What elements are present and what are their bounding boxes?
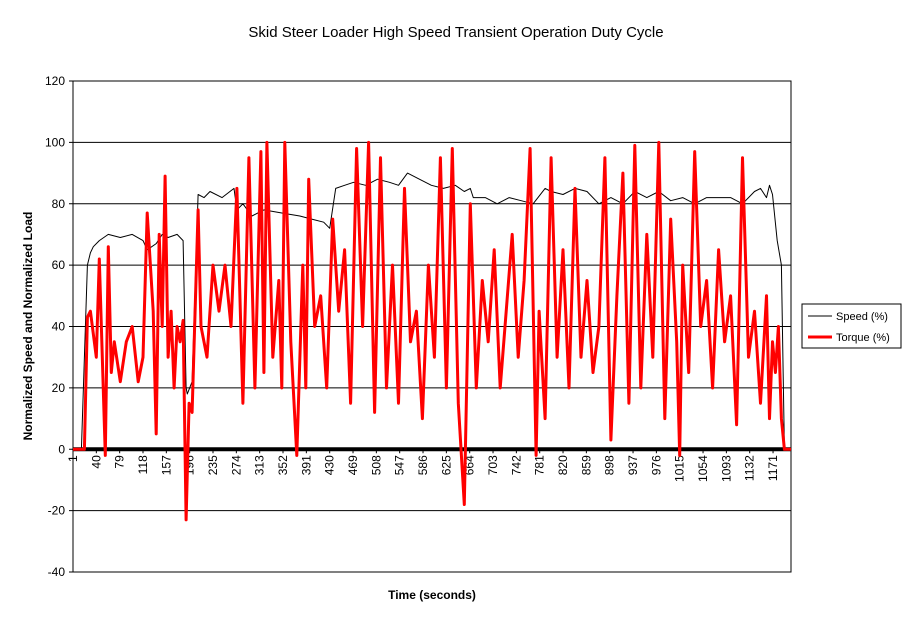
x-tick-label: 79 [113,455,127,469]
x-tick-label: 469 [346,455,360,475]
y-tick-label: 60 [52,258,66,272]
y-tick-label: 80 [52,197,66,211]
x-tick-label: 313 [253,455,267,475]
x-tick-label: 274 [229,455,243,475]
x-tick-label: 1015 [673,455,687,482]
x-tick-label: 586 [416,455,430,475]
x-tick-label: 1 [66,455,80,462]
y-tick-label: 120 [45,74,65,88]
x-tick-label: 157 [159,455,173,475]
y-axis-ticks: 120 100 80 60 40 20 0 -20 -40 [45,74,73,579]
y-tick-label: 0 [58,442,65,456]
x-tick-label: 781 [533,455,547,475]
legend-label-torque: Torque (%) [836,332,890,344]
chart-title: Skid Steer Loader High Speed Transient O… [248,24,663,41]
x-tick-label: 547 [393,455,407,475]
x-tick-label: 118 [136,455,150,474]
x-tick-label: 235 [206,455,220,475]
x-tick-label: 820 [556,455,570,475]
series-layer [73,140,791,522]
y-tick-label: -40 [48,565,66,579]
y-tick-label: 40 [52,320,66,334]
y-tick-label: 20 [52,381,66,395]
x-tick-label: 1171 [766,455,780,481]
legend: Speed (%) Torque (%) [801,303,902,349]
x-tick-label: 391 [299,455,313,475]
series-line-torque [73,140,791,522]
legend-box [801,303,902,349]
y-tick-label: -20 [48,504,66,518]
x-tick-label: 742 [509,455,523,475]
x-tick-label: 430 [323,455,337,475]
y-axis-title: Normalized Speed and Normalized Load [21,212,35,441]
x-tick-label: 352 [276,455,290,475]
x-tick-label: 1054 [696,455,710,482]
x-tick-label: 508 [369,455,383,475]
x-axis-ticks: 1 40 79 118 157 196 235 274 313 352 391 430 469 508 54… [66,449,780,482]
x-tick-label: 1132 [743,455,757,481]
x-tick-label: 625 [439,455,453,475]
legend-label-speed: Speed (%) [836,311,888,323]
x-tick-label: 976 [649,455,663,475]
y-tick-label: 100 [45,135,65,149]
x-tick-label: 1093 [719,455,733,482]
x-tick-label: 40 [89,455,103,469]
x-tick-label: 937 [626,455,640,475]
x-tick-label: 703 [486,455,500,475]
x-tick-label: 859 [579,455,593,475]
x-tick-label: 898 [603,455,617,475]
x-axis-title: Time (seconds) [388,588,476,602]
